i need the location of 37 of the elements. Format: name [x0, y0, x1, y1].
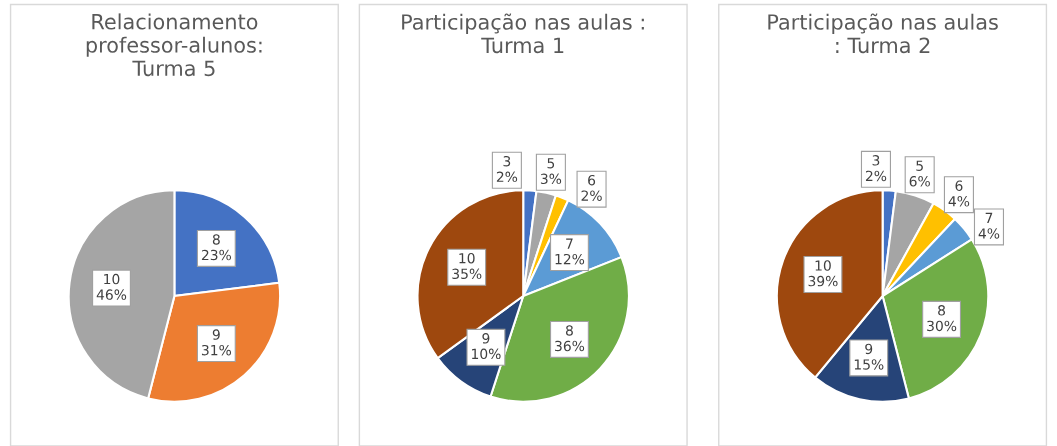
slice-label: 10	[459, 252, 475, 264]
data-label: 35%	[452, 268, 482, 280]
data-label: 36%	[555, 340, 585, 352]
data-label: 23%	[201, 249, 232, 261]
data-label: 4%	[978, 228, 1000, 239]
data-label: 12%	[555, 253, 585, 265]
data-label: 15%	[854, 359, 884, 370]
slice-label: 7	[566, 238, 573, 249]
slice-label: 5	[916, 160, 923, 171]
chart-title: Participação nas aulas : Turma 2	[768, 13, 998, 54]
chart-title: Participação nas aulas : Turma 1	[402, 13, 644, 54]
data-label: 2%	[496, 171, 518, 183]
data-label: 6%	[909, 176, 930, 187]
data-label: 30%	[927, 320, 957, 332]
data-label: 10%	[472, 348, 501, 360]
data-label: 2%	[581, 190, 602, 201]
data-label: 3%	[540, 173, 562, 185]
slice-label: 8	[938, 305, 946, 316]
slice-label: 9	[212, 329, 220, 340]
slice-label: 3	[503, 155, 511, 167]
slice-label: 10	[815, 260, 831, 271]
slice-label: 9	[482, 333, 490, 344]
slice-label: 6	[588, 174, 596, 186]
slice-label: 7	[985, 212, 993, 223]
data-label: 2%	[865, 170, 887, 182]
data-label: 31%	[201, 344, 232, 356]
slice-label: 9	[865, 343, 873, 355]
data-label: 46%	[96, 289, 127, 300]
slice-label: 3	[872, 155, 880, 166]
slice-label: 8	[565, 325, 573, 336]
slice-label: 5	[547, 158, 555, 169]
slice-label: 6	[955, 180, 963, 191]
slice-label: 10	[104, 273, 120, 285]
chart-title: Relacionamento professor-alunos: Turma 5	[86, 13, 262, 77]
data-label: 4%	[948, 196, 970, 207]
slice-label: 8	[212, 234, 220, 245]
data-label: 39%	[808, 275, 838, 287]
